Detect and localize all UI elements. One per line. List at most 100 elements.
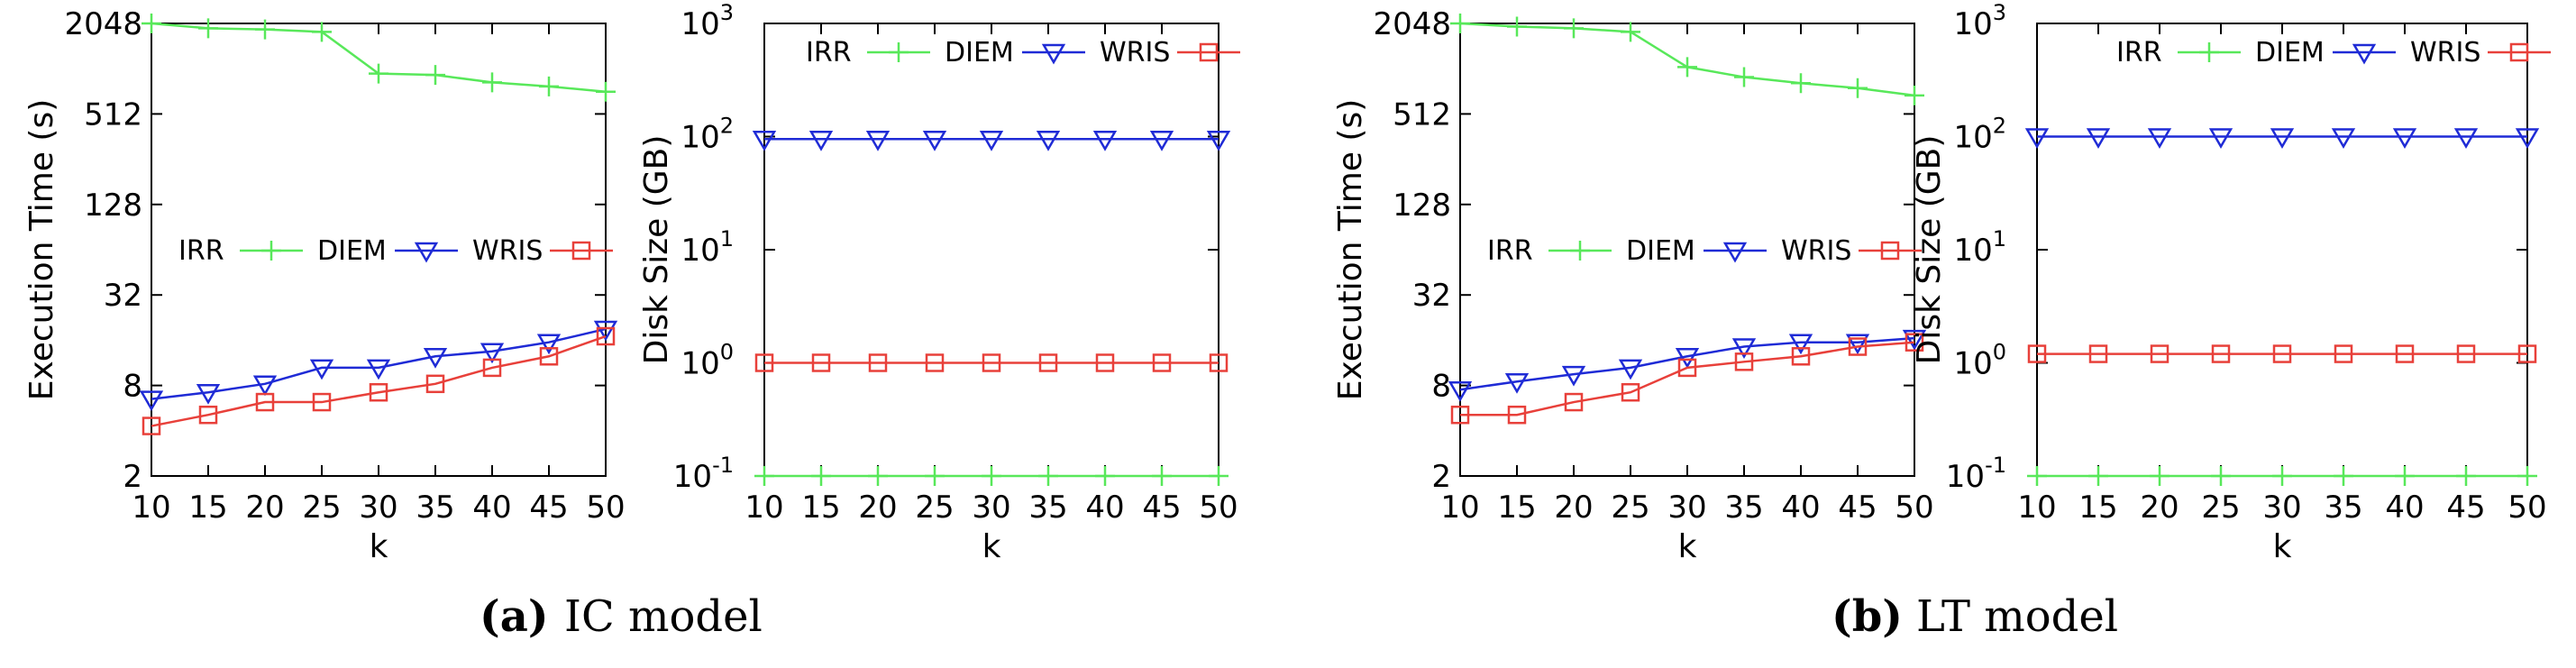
chart-panel-2: 10-1 100 101 102 103 10 15 20 25 30 35 40 45 50 k Disk … — [638, 0, 1240, 565]
x-tick-label: 40 — [2385, 490, 2424, 526]
data-point-plus — [261, 241, 281, 261]
data-point-plus — [1734, 67, 1754, 87]
data-point-plus — [1791, 73, 1811, 94]
y-tick-label: 2048 — [64, 6, 142, 42]
data-point-triangle — [2331, 128, 2356, 149]
x-tick-label: 45 — [1838, 490, 1877, 526]
data-point-plus — [889, 42, 909, 62]
data-point-triangle — [2024, 128, 2050, 149]
data-point-plus — [482, 72, 502, 93]
x-tick-label: 35 — [1724, 490, 1763, 526]
data-point-triangle — [1845, 334, 1870, 355]
data-point-square — [1152, 353, 1172, 372]
data-point-square — [754, 353, 774, 372]
data-point-plus — [1152, 466, 1172, 486]
x-tick-label: 40 — [1781, 490, 1820, 526]
y-tick-label: 10-1 — [1946, 453, 2006, 495]
x-tick-label: 25 — [302, 490, 341, 526]
series-wris — [754, 353, 1229, 372]
x-tick-label: 15 — [801, 490, 840, 526]
y-tick-label: 102 — [1953, 114, 2006, 156]
data-point-square — [2509, 42, 2529, 62]
x-tick-label: 15 — [188, 490, 227, 526]
x-tick-label: 45 — [529, 490, 568, 526]
data-point-triangle — [2270, 128, 2295, 149]
x-axis-label: k — [2273, 528, 2292, 565]
data-point-plus — [425, 65, 445, 86]
data-point-triangle — [979, 131, 1004, 151]
legend: IRR DIEM WRIS — [178, 235, 613, 267]
y-axis-label: Execution Time (s) — [1332, 99, 1369, 401]
series-wris — [142, 326, 616, 435]
data-point-triangle — [2147, 128, 2172, 149]
data-point-triangle — [1092, 131, 1118, 151]
data-point-plus — [1095, 466, 1115, 486]
data-point-plus — [1038, 466, 1058, 486]
y-tick-label: 100 — [681, 340, 734, 382]
x-tick-label: 10 — [132, 490, 170, 526]
data-point-square — [811, 353, 831, 372]
data-point-plus — [1209, 466, 1229, 486]
y-tick-label: 103 — [1953, 0, 2006, 42]
data-point-plus — [2517, 466, 2537, 486]
y-axis-label: Execution Time (s) — [23, 99, 60, 401]
data-point-plus — [2211, 466, 2231, 486]
data-point-triangle — [865, 131, 891, 151]
data-point-square — [1880, 241, 1900, 261]
y-tick-label: 101 — [681, 226, 734, 269]
data-point-square — [2456, 344, 2476, 363]
y-tick-label: 10-1 — [673, 453, 734, 495]
data-point-square — [369, 382, 388, 402]
legend-label: DIEM — [317, 235, 387, 267]
data-point-triangle — [366, 359, 391, 380]
data-point-triangle — [1149, 131, 1174, 151]
y-tick-label: 512 — [84, 96, 142, 133]
x-tick-label: 25 — [915, 490, 954, 526]
data-point-triangle — [536, 334, 562, 355]
data-point-plus — [2272, 466, 2292, 486]
data-point-triangle — [1206, 131, 1231, 151]
x-tick-label: 15 — [2078, 490, 2117, 526]
data-point-triangle — [1731, 338, 1757, 360]
x-tick-label: 45 — [1142, 490, 1181, 526]
x-tick-label: 50 — [2507, 490, 2546, 526]
data-point-triangle — [139, 390, 164, 412]
data-point-square — [1848, 337, 1868, 356]
x-tick-label: 20 — [858, 490, 897, 526]
chart-panel-4: 10-1 100 101 102 103 10 15 20 25 30 35 40 45 50 k Disk … — [1911, 0, 2551, 565]
chart-panel-1: 2 8 32 128 512 2048 10 15 20 25 30 35 40 45 50 k Executi… — [23, 6, 626, 565]
y-tick-label: 2 — [123, 459, 142, 495]
data-point-plus — [2199, 42, 2219, 62]
data-point-triangle — [309, 359, 334, 380]
y-tick-label: 32 — [104, 278, 142, 314]
data-point-square — [2211, 344, 2231, 363]
caption-a: (a) IC model — [480, 591, 763, 642]
x-tick-label: 50 — [586, 490, 625, 526]
x-axis-label: k — [982, 528, 1001, 565]
legend-label: DIEM — [2255, 37, 2325, 69]
data-point-square — [312, 392, 332, 412]
data-point-square — [425, 374, 445, 394]
y-tick-label: 103 — [681, 0, 734, 42]
data-point-triangle — [1036, 131, 1061, 151]
legend-label: DIEM — [945, 37, 1014, 69]
data-point-plus — [312, 22, 332, 42]
data-point-square — [2088, 344, 2108, 363]
y-tick-label: 100 — [1953, 340, 2006, 382]
data-point-triangle — [2515, 128, 2540, 149]
series-wris — [2027, 344, 2537, 363]
x-tick-label: 20 — [1554, 490, 1593, 526]
x-tick-label: 30 — [972, 490, 1010, 526]
data-point-triangle — [1788, 334, 1813, 355]
data-point-plus — [1848, 78, 1868, 98]
x-tick-label: 20 — [245, 490, 284, 526]
data-point-square — [1905, 333, 1924, 352]
data-point-square — [2272, 344, 2292, 363]
data-point-plus — [2150, 466, 2170, 486]
data-point-triangle — [593, 320, 618, 342]
data-point-plus — [868, 466, 888, 486]
series-irr — [2027, 466, 2537, 486]
series-irr — [142, 14, 616, 102]
series-diem — [2024, 128, 2540, 149]
